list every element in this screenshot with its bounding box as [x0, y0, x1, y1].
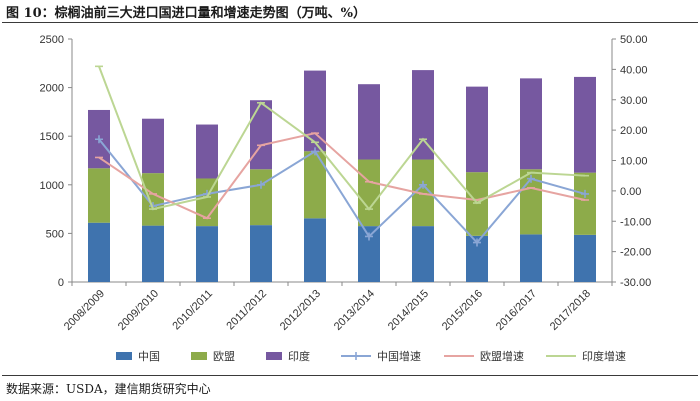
legend-swatch-china: [116, 352, 132, 360]
bottom-rule: [2, 375, 698, 376]
y-left-tick-label: 1000: [40, 180, 64, 192]
bar-eu: [358, 159, 380, 227]
top-rule: [2, 22, 698, 23]
x-tick-label: 2011/2012: [224, 288, 269, 333]
x-tick-label: 2016/2017: [494, 288, 539, 333]
bar-eu: [574, 172, 596, 235]
bar-india: [412, 70, 434, 160]
bar-india: [520, 78, 542, 170]
line-eu-growth: [98, 132, 586, 220]
bar-china: [574, 234, 596, 282]
y-left-tick-label: 0: [58, 277, 64, 289]
bar-china: [250, 225, 272, 282]
y-right-tick-label: 30.00: [620, 95, 648, 107]
bar-india: [196, 124, 218, 179]
point-china-growth: [257, 180, 265, 189]
legend-label-india-growth: 印度增速: [582, 349, 626, 363]
bar-eu: [88, 168, 110, 223]
y-left-tick-label: 500: [46, 228, 64, 240]
y-right-tick-label: 20.00: [620, 125, 648, 137]
source-note: 数据来源：USDA，建信期货研究中心: [6, 382, 211, 396]
y-left-tick-label: 1500: [40, 131, 64, 143]
bar-china: [88, 222, 110, 282]
point-china-growth: [365, 232, 373, 241]
x-tick-label: 2008/2009: [62, 288, 107, 333]
legend-label-eu-growth: 欧盟增速: [480, 349, 524, 363]
figure-title: 图 10：棕榈油前三大进口国进口量和增速走势图（万吨、%）: [6, 6, 366, 21]
bar-eu: [250, 169, 272, 226]
bar-china: [520, 234, 542, 282]
x-tick-label: 2010/2011: [170, 288, 215, 333]
legend-swatch-eu: [191, 352, 207, 360]
bar-india: [466, 86, 488, 173]
point-china-growth: [419, 180, 427, 189]
legend-label-china: 中国: [138, 350, 160, 363]
legend-label-eu: 欧盟: [213, 350, 235, 363]
legend-swatch-india: [266, 352, 282, 360]
bar-china: [304, 218, 326, 282]
bar-india: [358, 84, 380, 160]
x-tick-label: 2017/2018: [548, 288, 593, 333]
x-tick-label: 2012/2013: [278, 288, 323, 333]
bar-china: [466, 235, 488, 282]
bar-eu: [412, 159, 434, 227]
y-right-tick-label: 50.00: [620, 34, 648, 46]
bar-india: [574, 76, 596, 173]
line-india-growth: [98, 65, 586, 211]
legend-label-india: 印度: [288, 349, 310, 363]
point-china-growth: [95, 135, 103, 144]
x-tick-label: 2009/2010: [116, 288, 161, 333]
bar-eu: [142, 173, 164, 226]
line-china-growth: [98, 138, 586, 245]
point-china-growth: [473, 238, 481, 247]
y-right-tick-label: -20.00: [620, 247, 651, 259]
point-china-growth: [581, 189, 589, 198]
point-china-growth: [527, 174, 535, 183]
y-right-tick-label: 10.00: [620, 156, 648, 168]
bar-china: [142, 225, 164, 282]
x-tick-label: 2014/2015: [386, 288, 431, 333]
bar-india: [250, 100, 272, 170]
bar-china: [412, 226, 434, 282]
bar-eu: [196, 178, 218, 227]
y-right-tick-label: 0.00: [620, 186, 641, 198]
bar-eu: [304, 151, 326, 219]
y-right-tick-label: 40.00: [620, 64, 648, 76]
bar-china: [196, 226, 218, 282]
y-right-tick-label: -30.00: [620, 277, 651, 289]
y-left-tick-label: 2000: [40, 83, 64, 95]
y-right-tick-label: -10.00: [620, 216, 651, 228]
y-left-tick-label: 2500: [40, 34, 64, 46]
bar-china: [358, 226, 380, 282]
bar-india: [304, 70, 326, 152]
point-china-growth: [311, 147, 319, 156]
legend-label-china-growth: 中国增速: [377, 349, 421, 363]
bar-india: [142, 118, 164, 174]
x-tick-label: 2015/2016: [440, 288, 485, 333]
x-tick-label: 2013/2014: [332, 288, 377, 333]
